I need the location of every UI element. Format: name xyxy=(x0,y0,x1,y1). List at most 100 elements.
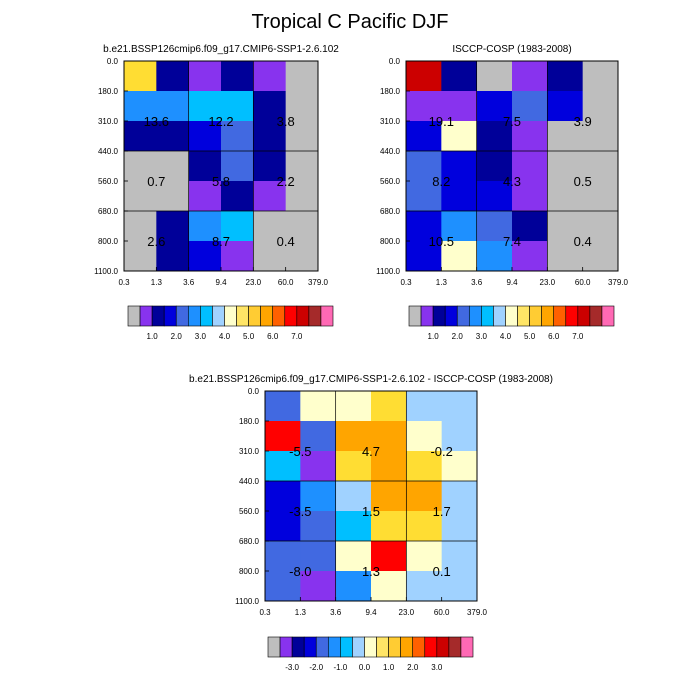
heatmap-cell xyxy=(265,511,301,542)
box-value-label: 12.2 xyxy=(208,114,233,129)
y-tick-label: 1100.0 xyxy=(235,597,259,606)
panel-title: ISCCP-COSP (1983-2008) xyxy=(452,44,571,55)
heatmap-cell xyxy=(441,541,478,572)
box-value-label: -5.5 xyxy=(289,444,311,459)
heatmap-cell xyxy=(406,421,443,452)
heatmap-cell xyxy=(406,241,442,272)
x-tick-label: 9.4 xyxy=(365,608,377,617)
x-tick-label: 60.0 xyxy=(575,278,591,287)
heatmap-cell xyxy=(406,451,443,482)
y-tick-label: 1100.0 xyxy=(376,267,400,276)
colorbar-label: 6.0 xyxy=(267,332,279,341)
heatmap-cell xyxy=(582,181,619,212)
colorbar-swatch xyxy=(493,305,506,327)
heatmap-cell xyxy=(335,481,372,512)
heatmap-cell xyxy=(547,121,584,152)
y-tick-label: 0.0 xyxy=(248,387,260,396)
heatmap-cell xyxy=(253,241,287,272)
heatmap-cell xyxy=(300,511,337,542)
heatmap-cell xyxy=(476,61,513,92)
heatmap-cell xyxy=(300,391,337,422)
colorbar-swatch xyxy=(412,636,426,658)
x-tick-label: 379.0 xyxy=(608,278,629,287)
heatmap-cell xyxy=(512,151,548,182)
heatmap-cell xyxy=(371,391,407,422)
x-tick-label: 3.6 xyxy=(330,608,342,617)
colorbar-swatch xyxy=(315,636,329,658)
y-tick-label: 0.0 xyxy=(107,57,119,66)
heatmap-cell xyxy=(124,121,157,152)
y-tick-label: 560.0 xyxy=(239,507,260,516)
colorbar-label: 2.0 xyxy=(171,332,183,341)
heatmap-cell xyxy=(512,121,548,152)
heatmap-cell xyxy=(547,181,584,212)
heatmap-cell xyxy=(441,91,478,122)
y-tick-label: 310.0 xyxy=(380,117,401,126)
heatmap-cell xyxy=(476,241,513,272)
heatmap-cell xyxy=(406,391,443,422)
heatmap-cell xyxy=(512,211,548,242)
box-value-label: 8.2 xyxy=(432,174,450,189)
heatmap-cell xyxy=(441,421,478,452)
heatmap-cell xyxy=(253,61,287,92)
heatmap-cell xyxy=(300,451,337,482)
box-value-label: 0.7 xyxy=(147,174,165,189)
heatmap-cell xyxy=(441,121,478,152)
box-value-label: 4.3 xyxy=(503,174,521,189)
x-tick-label: 0.3 xyxy=(118,278,130,287)
colorbar-swatch xyxy=(388,636,401,658)
colorbar-swatch xyxy=(284,305,298,327)
colorbar-swatch xyxy=(424,636,438,658)
panel-model: b.e21.BSSP126cmip6.f09_g17.CMIP6-SSP1-2.… xyxy=(94,44,339,341)
colorbar-label: -3.0 xyxy=(285,663,299,672)
heatmap-cell xyxy=(512,61,548,92)
heatmap-cell xyxy=(285,121,319,152)
colorbar-swatch xyxy=(456,305,470,327)
colorbar-swatch xyxy=(444,305,458,327)
heatmap-cell xyxy=(156,121,190,152)
colorbar-swatch xyxy=(601,305,615,327)
heatmap-cell xyxy=(406,121,442,152)
heatmap-cell xyxy=(335,421,372,452)
box-value-label: 0.4 xyxy=(277,234,295,249)
panel-title: b.e21.BSSP126cmip6.f09_g17.CMIP6-SSP1-2.… xyxy=(189,374,553,385)
heatmap-cell xyxy=(441,451,478,482)
colorbar-swatch xyxy=(236,305,249,327)
heatmap-cell xyxy=(512,241,548,272)
x-tick-label: 60.0 xyxy=(434,608,450,617)
colorbar-swatch xyxy=(541,305,555,327)
box-value-label: 0.4 xyxy=(574,234,592,249)
x-tick-label: 1.3 xyxy=(436,278,448,287)
colorbar-swatch xyxy=(577,305,591,327)
y-tick-label: 310.0 xyxy=(98,117,119,126)
heatmap-cell xyxy=(476,211,513,242)
colorbar-swatch xyxy=(296,305,310,327)
colorbar-swatch xyxy=(436,636,450,658)
colorbar-swatch xyxy=(448,636,462,658)
x-tick-label: 9.4 xyxy=(506,278,518,287)
heatmap-cell xyxy=(406,541,443,572)
box-value-label: 19.1 xyxy=(429,114,454,129)
colorbar-swatch xyxy=(200,305,213,327)
y-tick-label: 1100.0 xyxy=(94,267,118,276)
x-tick-label: 1.3 xyxy=(151,278,163,287)
heatmap-cell xyxy=(441,181,478,212)
heatmap-cell xyxy=(371,481,407,512)
y-tick-label: 440.0 xyxy=(380,147,401,156)
heatmap-cell xyxy=(371,421,407,452)
y-tick-label: 0.0 xyxy=(389,57,401,66)
heatmap-cell xyxy=(285,211,319,242)
y-tick-label: 680.0 xyxy=(98,207,119,216)
heatmap-cell xyxy=(335,571,372,602)
heatmap-cell xyxy=(335,541,372,572)
colorbar-label: -2.0 xyxy=(309,663,323,672)
heatmap-cell xyxy=(156,211,190,242)
heatmap-cell xyxy=(188,181,222,212)
heatmap-cell xyxy=(221,91,254,122)
heatmap-cell xyxy=(156,151,190,182)
heatmap-cell xyxy=(441,241,478,272)
heatmap-cell xyxy=(188,121,222,152)
y-tick-label: 680.0 xyxy=(380,207,401,216)
heatmap-cell xyxy=(265,481,301,512)
heatmap-cell xyxy=(582,121,619,152)
